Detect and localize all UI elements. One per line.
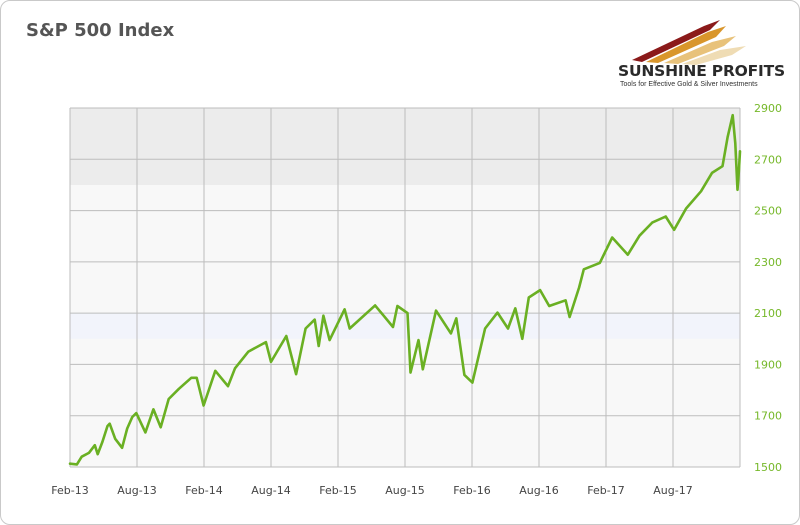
y-tick-label: 2700 bbox=[754, 153, 782, 166]
y-tick-label: 1500 bbox=[754, 461, 782, 474]
x-tick-label: Feb-13 bbox=[51, 484, 88, 497]
sun-rays-icon bbox=[632, 20, 746, 65]
x-tick-label: Aug-13 bbox=[117, 484, 156, 497]
y-tick-label: 2900 bbox=[754, 102, 782, 115]
brand-tagline: Tools for Effective Gold & Silver Invest… bbox=[620, 81, 758, 88]
chart-title: S&P 500 Index bbox=[26, 20, 175, 41]
x-tick-label: Feb-14 bbox=[185, 484, 222, 497]
y-tick-label: 2500 bbox=[754, 205, 782, 218]
grid-lines bbox=[69, 107, 741, 468]
y-axis-labels: 1500 1700 1900 2100 2300 2500 2700 2900 bbox=[754, 102, 782, 474]
sp500-series-line bbox=[68, 113, 742, 466]
x-tick-label: Aug-15 bbox=[385, 484, 424, 497]
series-layer bbox=[68, 113, 742, 466]
x-tick-label: Aug-14 bbox=[251, 484, 290, 497]
x-axis-labels: Feb-13 Aug-13 Feb-14 Aug-14 Feb-15 Aug-15 Feb-… bbox=[51, 484, 692, 497]
x-tick-label: Aug-17 bbox=[653, 484, 692, 497]
x-tick-label: Feb-15 bbox=[319, 484, 356, 497]
y-tick-label: 1900 bbox=[754, 358, 782, 371]
y-tick-label: 2300 bbox=[754, 256, 782, 269]
sunshine-profits-logo: SUNSHINE PROFITS Tools for Effective Gol… bbox=[612, 18, 792, 98]
x-tick-label: Feb-16 bbox=[453, 484, 490, 497]
y-tick-label: 2100 bbox=[754, 307, 782, 320]
x-tick-label: Feb-17 bbox=[587, 484, 624, 497]
brand-name: SUNSHINE PROFITS bbox=[618, 62, 785, 80]
x-tick-label: Aug-16 bbox=[519, 484, 558, 497]
y-tick-label: 1700 bbox=[754, 410, 782, 423]
